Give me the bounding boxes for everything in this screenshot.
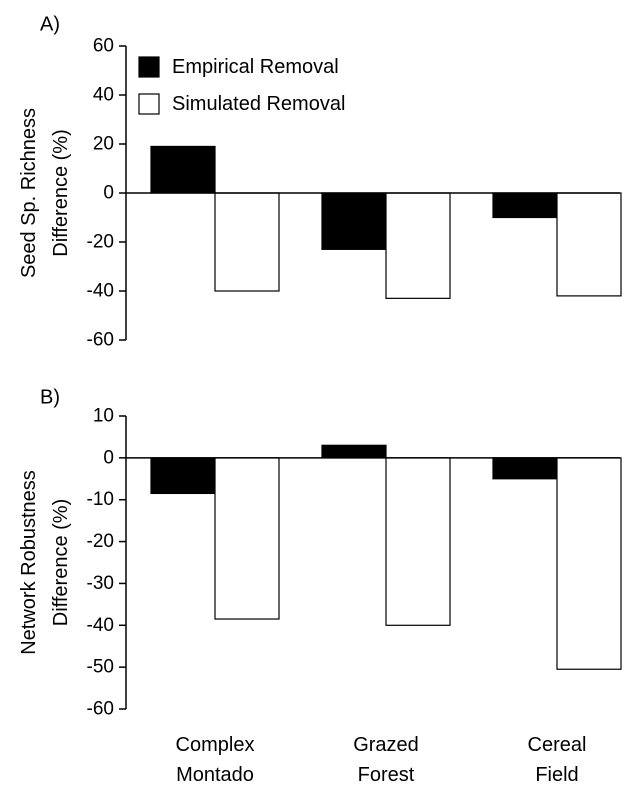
y-axis-label: Seed Sp. Richness xyxy=(18,108,40,278)
x-category-label: Complex xyxy=(176,734,255,756)
bar-empirical-1 xyxy=(321,192,387,250)
y-tick-label: 20 xyxy=(93,134,114,155)
y-tick-label: 0 xyxy=(103,447,114,468)
y-axis-label: Network Robustness xyxy=(18,470,40,655)
legend-label: Empirical Removal xyxy=(172,56,339,78)
bar-simulated-2 xyxy=(556,192,622,297)
bar-simulated-1 xyxy=(385,457,451,626)
bar-simulated-2 xyxy=(556,457,622,670)
y-tick-label: 40 xyxy=(93,85,114,106)
legend-label: Simulated Removal xyxy=(172,93,345,115)
y-axis-label: Difference (%) xyxy=(50,499,72,626)
bar-empirical-0 xyxy=(150,457,216,495)
legend-swatch-simulated xyxy=(138,93,160,115)
x-category-label: Cereal xyxy=(528,734,587,756)
x-category-label: Field xyxy=(535,764,578,786)
legend-swatch-empirical xyxy=(138,56,160,78)
panel-label: B) xyxy=(40,386,60,408)
y-tick-label: 0 xyxy=(103,183,114,204)
y-tick-label: -60 xyxy=(87,330,114,351)
bar-simulated-0 xyxy=(214,457,280,620)
y-tick-label: -10 xyxy=(87,489,114,510)
y-tick-label: -60 xyxy=(87,699,114,720)
bar-empirical-2 xyxy=(492,457,558,480)
bar-empirical-0 xyxy=(150,145,216,194)
y-tick-label: -20 xyxy=(87,232,114,253)
y-tick-label: 10 xyxy=(93,406,114,427)
x-category-label: Forest xyxy=(358,764,415,786)
bar-empirical-1 xyxy=(321,444,387,459)
y-tick-label: -40 xyxy=(87,615,114,636)
bar-simulated-1 xyxy=(385,192,451,299)
y-tick-label: -50 xyxy=(87,657,114,678)
x-category-label: Grazed xyxy=(353,734,419,756)
y-tick-label: -20 xyxy=(87,531,114,552)
x-category-label: Montado xyxy=(176,764,254,786)
y-tick-label: 60 xyxy=(93,36,114,57)
bar-simulated-0 xyxy=(214,192,280,292)
y-tick-label: -40 xyxy=(87,281,114,302)
bar-empirical-2 xyxy=(492,192,558,219)
y-axis-label: Difference (%) xyxy=(50,129,72,256)
panel-label: A) xyxy=(40,13,60,35)
y-tick-label: -30 xyxy=(87,573,114,594)
